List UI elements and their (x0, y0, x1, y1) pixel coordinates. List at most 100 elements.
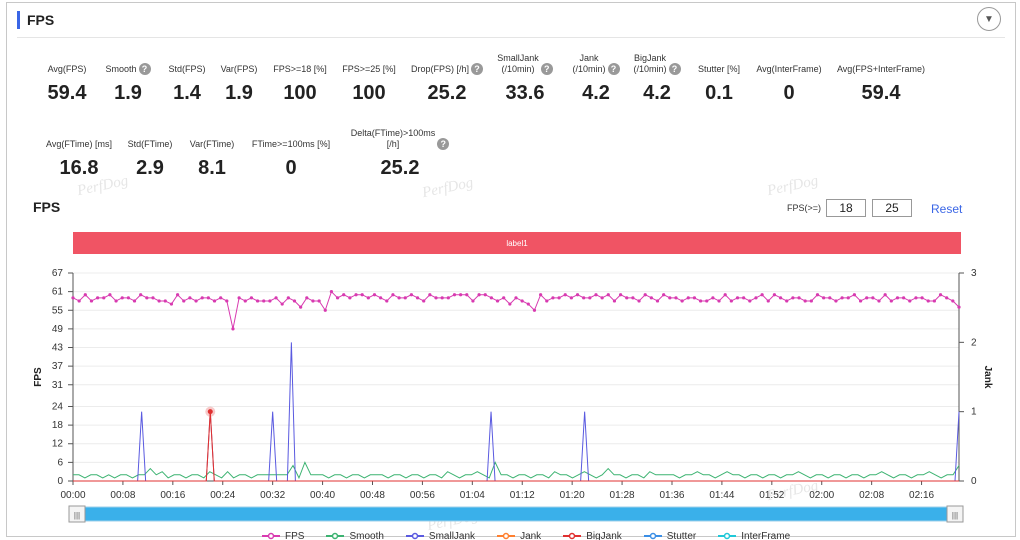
slider-handle-grip: ||| (952, 511, 958, 520)
chart-title: FPS (33, 199, 61, 215)
x-tick-label: 01:20 (560, 490, 585, 501)
metric-label: Var(FTime) (172, 126, 252, 150)
legend-item-smooth[interactable]: Smooth (326, 531, 384, 540)
metric-value: 8.1 (198, 157, 226, 179)
legend-label: SmallJank (428, 530, 476, 540)
help-icon[interactable]: ? (471, 63, 483, 75)
fps-point (809, 299, 813, 303)
range-slider-track (72, 506, 960, 522)
metric-std-ftime: Std(FTime) 2.9 (110, 126, 190, 180)
metric-value: 25.2 (380, 157, 420, 179)
fps-point (249, 296, 254, 300)
help-icon[interactable]: ? (437, 138, 450, 150)
fps-point (231, 327, 235, 331)
fps-point (132, 299, 137, 303)
fps-threshold-1-input[interactable] (826, 199, 866, 217)
legend-item-stutter[interactable]: Stutter (643, 531, 696, 540)
help-icon[interactable]: ? (138, 63, 151, 75)
metric-label-text: Avg(FTime) [ms] (45, 139, 112, 149)
fps-point (735, 296, 740, 300)
fps-point (742, 296, 746, 300)
y-tick-label: 37 (52, 361, 64, 372)
fps-point (175, 293, 180, 297)
metric-label: FPS>=25 [%] (329, 51, 409, 75)
y2-tick-label: 3 (971, 268, 977, 279)
fps-point (483, 293, 487, 297)
metric-label-text: Avg(FPS) (47, 64, 87, 74)
metric-value: 16.8 (59, 157, 99, 179)
legend-item-smalljank[interactable]: SmallJank (405, 530, 476, 540)
fps-point (631, 296, 635, 300)
legend-swatch (563, 532, 582, 540)
x-tick-label: 00:24 (210, 490, 235, 501)
range-slider-right-handle[interactable] (946, 505, 964, 523)
fps-point (846, 296, 850, 300)
metric-value: 1.4 (173, 82, 201, 104)
fps-threshold-2-input[interactable] (872, 199, 912, 217)
metric-value: 2.9 (136, 157, 164, 179)
fps-point (815, 293, 820, 297)
metric-label-text: Var(FPS) (220, 64, 258, 74)
fps-point (889, 299, 893, 303)
fps-point (212, 299, 217, 303)
help-icon[interactable]: ? (607, 63, 620, 75)
legend-swatch (497, 532, 516, 540)
legend-item-interframe[interactable]: InterFrame (718, 531, 790, 540)
fps-point (637, 299, 641, 303)
metric-avg-interframe: Avg(InterFrame) 0 (749, 51, 829, 105)
help-icon[interactable]: ? (540, 63, 553, 75)
metric-label: Stutter [%] (679, 51, 759, 75)
fps-point (465, 293, 469, 297)
fps-point (471, 299, 475, 303)
metric-avg-fps-interframe: Avg(FPS+InterFrame) 59.4 (837, 51, 925, 105)
fps-point (391, 293, 395, 297)
legend-swatch (643, 532, 662, 540)
legend-item-jank[interactable]: Jank (497, 531, 541, 540)
fps-point (865, 296, 869, 300)
metric-label-text: Var(FTime) (189, 139, 235, 149)
fps-point (422, 299, 426, 303)
divider (17, 37, 1005, 38)
fps-point (71, 296, 75, 300)
legend-swatch (326, 532, 345, 540)
metric-label-text: Smooth (105, 64, 137, 74)
fps-point (625, 296, 629, 300)
range-slider-left-handle[interactable] (68, 505, 86, 523)
legend-swatch (718, 532, 737, 540)
fps-point (803, 299, 807, 303)
legend-label: InterFrame (741, 530, 791, 540)
metric-bigjank-10min: BigJank (/10min)? 4.2 (617, 51, 697, 105)
x-tick-label: 01:44 (709, 490, 734, 501)
fps-point (495, 299, 500, 303)
x-tick-label: 00:40 (310, 490, 335, 501)
fps-point (766, 299, 770, 303)
metric-label: Std(FPS) (147, 51, 227, 75)
label-bar[interactable]: label1 (73, 232, 961, 254)
legend-item-fps[interactable]: FPS (262, 531, 304, 540)
fps-point (323, 308, 327, 312)
fps-point (120, 296, 124, 300)
fps-point (225, 299, 229, 303)
fps-point (606, 293, 610, 297)
metric-value: 4.2 (582, 82, 610, 104)
fps-point (206, 296, 210, 300)
fps-point (514, 296, 518, 300)
y-tick-label: 24 (52, 401, 64, 412)
fps-point (360, 293, 364, 297)
metric-label: Std(FTime) (110, 126, 190, 150)
fps-point (951, 299, 955, 303)
reset-link[interactable]: Reset (931, 202, 963, 216)
fps-point (151, 296, 155, 300)
fps-point (305, 296, 309, 300)
fps-point (754, 296, 758, 300)
fps-point (372, 293, 377, 297)
chevron-down-icon[interactable]: ▼ (977, 7, 1001, 31)
fps-point (778, 296, 783, 300)
fps-point (96, 296, 100, 300)
metric-var-fps: Var(FPS) 1.9 (199, 51, 279, 105)
x-tick-label: 00:16 (160, 490, 185, 501)
legend-item-bigjank[interactable]: BigJank (563, 531, 622, 540)
help-icon[interactable]: ? (668, 63, 681, 75)
fps-point (200, 296, 204, 300)
